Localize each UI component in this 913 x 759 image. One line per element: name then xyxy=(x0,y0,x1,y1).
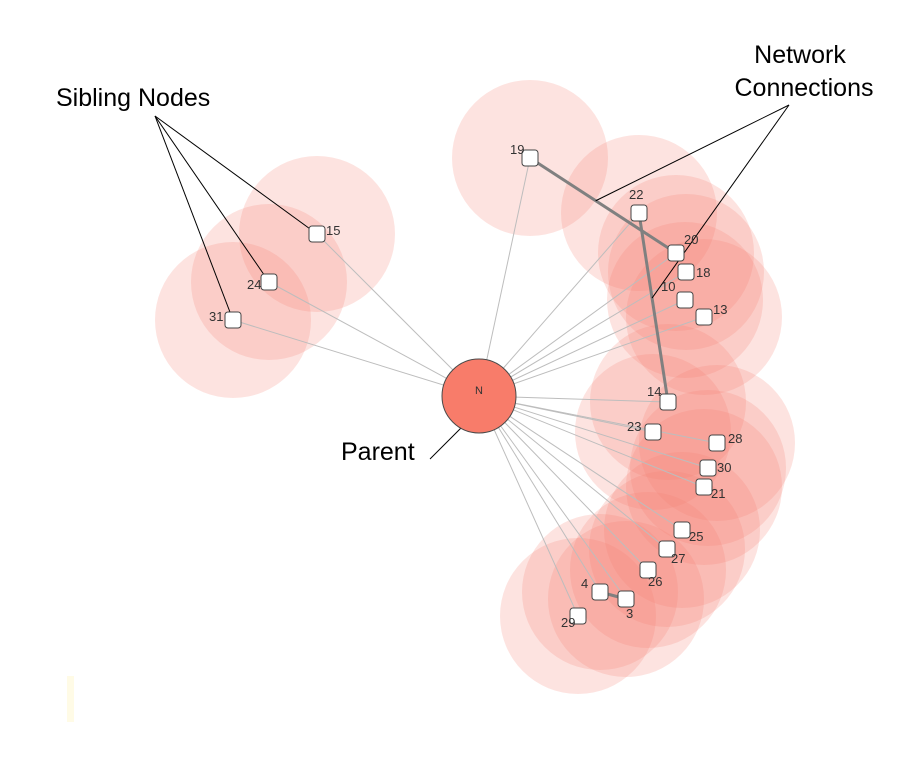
edge-parent-to-25 xyxy=(478,395,683,531)
node-10-box xyxy=(676,291,694,309)
network-edge-19-20 xyxy=(529,156,677,255)
edge-parent-to-20 xyxy=(478,252,677,397)
node-13-label: 13 xyxy=(713,302,727,317)
parent-node-circle xyxy=(441,358,517,434)
node-4-box xyxy=(591,583,609,601)
edge-parent-to-29 xyxy=(478,395,579,617)
parent-node[interactable]: N xyxy=(441,358,517,434)
node-23[interactable]: 23 xyxy=(627,419,662,441)
node-26[interactable]: 26 xyxy=(639,561,662,589)
edge-parent-to-19 xyxy=(478,157,531,397)
node-13-box xyxy=(695,308,713,326)
sibling-pointer-31 xyxy=(154,115,234,321)
node-19-box xyxy=(521,149,539,167)
edge-parent-to-15 xyxy=(316,233,480,397)
parent-edge-layer xyxy=(232,157,718,617)
node-25-box xyxy=(673,521,691,539)
node-18-box xyxy=(677,263,695,281)
edge-parent-to-27 xyxy=(478,395,668,550)
node-31[interactable]: 31 xyxy=(209,309,242,329)
node-14-label: 14 xyxy=(647,384,661,399)
parent-annotation: Parent xyxy=(341,438,415,466)
node-24[interactable]: 24 xyxy=(247,273,278,292)
node-19-label: 19 xyxy=(510,142,524,157)
node-3[interactable]: 3 xyxy=(617,590,635,621)
node-26-box xyxy=(639,561,657,579)
node-29-box xyxy=(569,607,587,625)
node-21-label: 21 xyxy=(711,486,725,501)
edge-parent-to-28 xyxy=(478,395,718,444)
network-pointer-19-20 xyxy=(595,104,790,202)
edge-parent-to-21 xyxy=(478,395,705,488)
edge-parent-to-31 xyxy=(232,319,480,397)
node-23-box xyxy=(644,423,662,441)
edge-parent-to-4 xyxy=(478,395,601,593)
node-4-label: 4 xyxy=(581,576,588,591)
node-15-label: 15 xyxy=(326,223,340,238)
node-28-label: 28 xyxy=(728,431,742,446)
node-25[interactable]: 25 xyxy=(673,521,703,544)
node-31-label: 31 xyxy=(209,309,223,324)
edge-parent-to-30 xyxy=(478,395,709,469)
node-30-label: 30 xyxy=(717,460,731,475)
node-19[interactable]: 19 xyxy=(510,142,539,167)
sibling-nodes-annotation: Sibling Nodes xyxy=(56,84,210,112)
network-connections-annotation-line2: Connections xyxy=(735,74,874,102)
node-27-label: 27 xyxy=(671,551,685,566)
node-29[interactable]: 29 xyxy=(561,607,587,630)
node-20[interactable]: 20 xyxy=(667,232,698,262)
node-13[interactable]: 13 xyxy=(695,302,727,326)
edge-parent-to-13 xyxy=(478,316,705,397)
edge-parent-to-22 xyxy=(478,212,640,397)
faint-edge-mark xyxy=(67,676,74,722)
annotation-pointer-layer xyxy=(154,104,790,460)
node-23-label: 23 xyxy=(627,419,641,434)
node-3-label: 3 xyxy=(626,606,633,621)
node-22-box xyxy=(630,204,648,222)
node-15[interactable]: 15 xyxy=(308,223,340,243)
edge-parent-to-26 xyxy=(478,395,649,571)
node-10[interactable]: 10 xyxy=(661,279,694,309)
node-3-box xyxy=(617,590,635,608)
node-21-box xyxy=(695,478,713,496)
node-22[interactable]: 22 xyxy=(629,187,648,222)
node-25-label: 25 xyxy=(689,529,703,544)
network-pointer-22-14 xyxy=(651,104,790,299)
node-24-label: 24 xyxy=(247,277,261,292)
node-24-box xyxy=(260,273,278,291)
edge-parent-to-3 xyxy=(478,395,627,600)
node-29-label: 29 xyxy=(561,615,575,630)
node-27[interactable]: 27 xyxy=(658,540,685,566)
network-connections-annotation-line1: Network xyxy=(754,41,846,69)
node-28[interactable]: 28 xyxy=(708,431,742,452)
node-30-box xyxy=(699,459,717,477)
parent-node-label: N xyxy=(475,385,483,397)
sibling-pointer-24 xyxy=(154,115,270,283)
sibling-pointer-15 xyxy=(154,115,318,235)
edge-parent-to-24 xyxy=(268,281,480,397)
edge-parent-to-10 xyxy=(478,299,686,397)
node-15-box xyxy=(308,225,326,243)
node-27-box xyxy=(658,540,676,558)
node-18-label: 18 xyxy=(696,265,710,280)
node-31-box xyxy=(224,311,242,329)
node-14[interactable]: 14 xyxy=(647,384,677,411)
node-21[interactable]: 21 xyxy=(695,478,725,501)
node-20-label: 20 xyxy=(684,232,698,247)
node-22-label: 22 xyxy=(629,187,643,202)
network-edge-22-14 xyxy=(637,212,670,403)
node-28-box xyxy=(708,434,726,452)
node-4[interactable]: 4 xyxy=(581,576,609,601)
node-26-label: 26 xyxy=(648,574,662,589)
node-18[interactable]: 18 xyxy=(677,263,710,281)
node-20-box xyxy=(667,244,685,262)
node-30[interactable]: 30 xyxy=(699,459,731,477)
node-14-box xyxy=(659,393,677,411)
node-10-label: 10 xyxy=(661,279,675,294)
